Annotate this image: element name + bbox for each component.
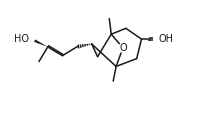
Polygon shape — [34, 39, 48, 47]
Text: HO: HO — [14, 34, 29, 44]
Circle shape — [118, 44, 127, 52]
Text: OH: OH — [157, 34, 172, 44]
Text: O: O — [119, 43, 126, 53]
